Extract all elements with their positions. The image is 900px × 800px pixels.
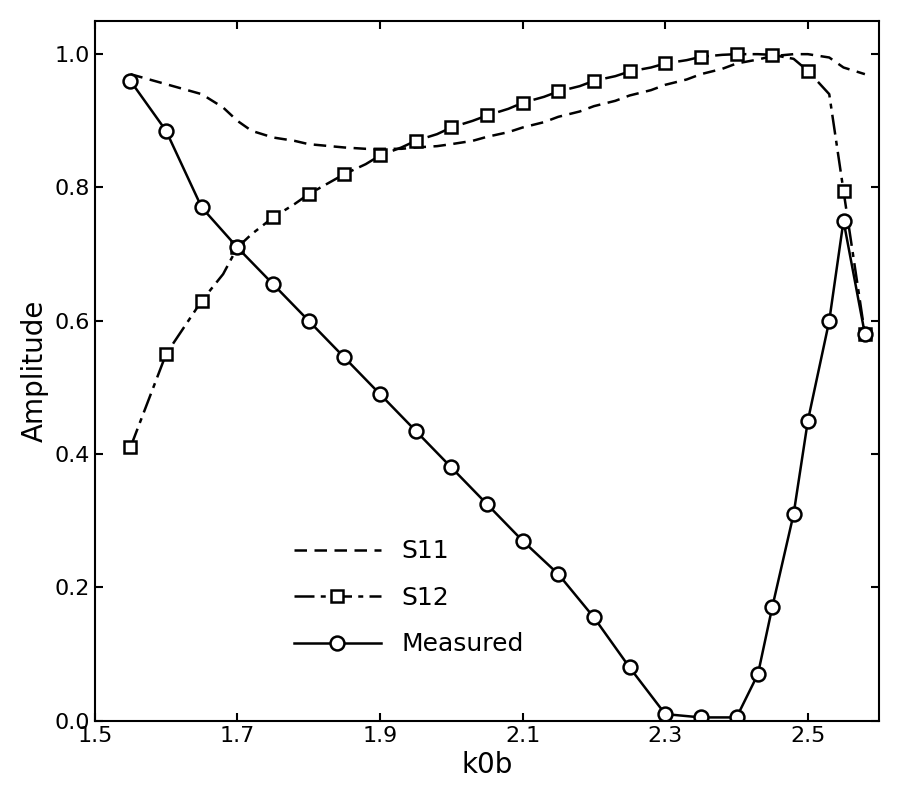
Y-axis label: Amplitude: Amplitude	[21, 300, 49, 442]
Legend: S11, S12, Measured: S11, S12, Measured	[284, 530, 534, 666]
X-axis label: k0b: k0b	[462, 751, 513, 779]
